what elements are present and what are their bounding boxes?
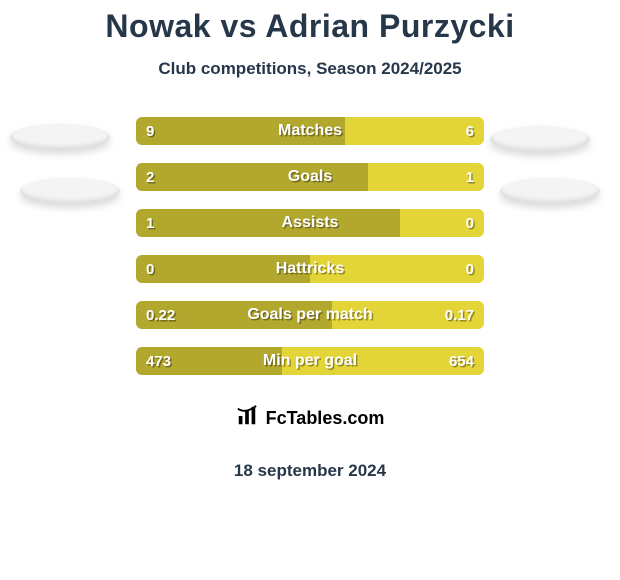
left-ellipse xyxy=(20,178,120,204)
stat-row: 00Hattricks xyxy=(136,255,484,283)
stat-row: 10Assists xyxy=(136,209,484,237)
date-label: 18 september 2024 xyxy=(0,461,620,481)
page-subtitle: Club competitions, Season 2024/2025 xyxy=(0,59,620,79)
logo-text: FcTables.com xyxy=(266,408,385,429)
stat-label: Goals xyxy=(136,163,484,191)
stat-label: Min per goal xyxy=(136,347,484,375)
stat-label: Goals per match xyxy=(136,301,484,329)
page-title: Nowak vs Adrian Purzycki xyxy=(0,0,620,45)
stat-row: 96Matches xyxy=(136,117,484,145)
stat-rows: 96Matches 21Goals 10Assists 00Hattricks 0.22… xyxy=(136,117,484,375)
stat-row: 0.220.17Goals per match xyxy=(136,301,484,329)
left-ellipse xyxy=(10,124,110,150)
stat-row: 21Goals xyxy=(136,163,484,191)
chart-icon xyxy=(236,405,258,432)
fctables-logo[interactable]: FcTables.com xyxy=(210,395,410,441)
right-ellipse xyxy=(490,126,590,152)
right-ellipse xyxy=(500,178,600,204)
stat-row: 473654Min per goal xyxy=(136,347,484,375)
stat-label: Hattricks xyxy=(136,255,484,283)
stat-label: Matches xyxy=(136,117,484,145)
stat-label: Assists xyxy=(136,209,484,237)
comparison-widget: Nowak vs Adrian Purzycki Club competitio… xyxy=(0,0,620,580)
